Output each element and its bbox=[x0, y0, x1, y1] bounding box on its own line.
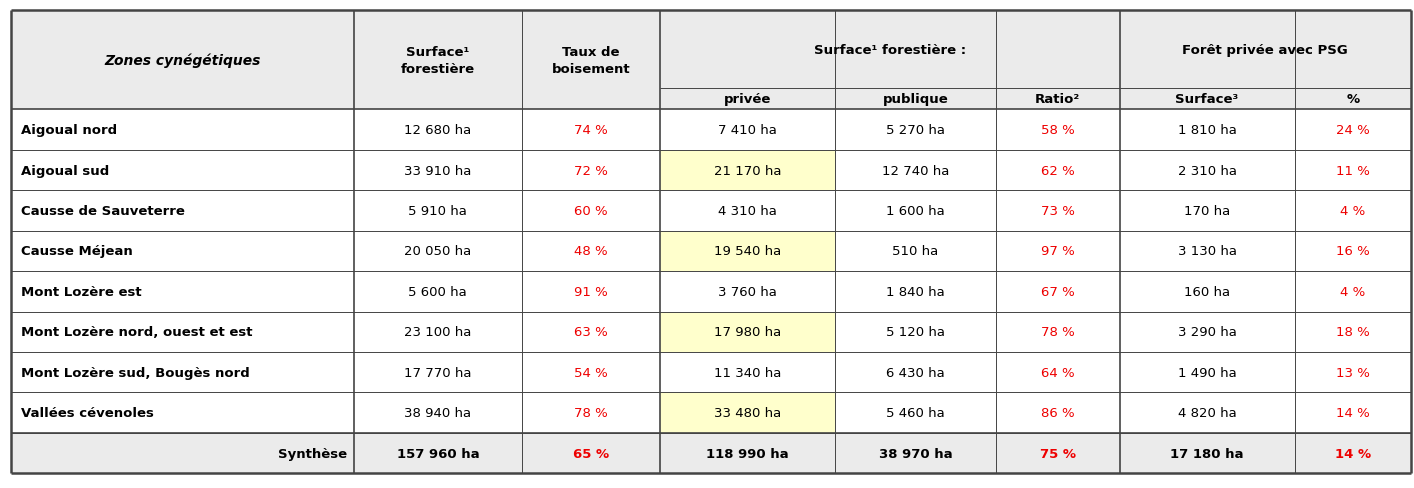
Text: 4 310 ha: 4 310 ha bbox=[718, 204, 778, 218]
Bar bbox=[11, 433, 1411, 473]
Text: 5 270 ha: 5 270 ha bbox=[887, 124, 945, 137]
Text: 5 600 ha: 5 600 ha bbox=[409, 285, 467, 298]
Text: 17 180 ha: 17 180 ha bbox=[1171, 447, 1244, 460]
Text: 160 ha: 160 ha bbox=[1184, 285, 1230, 298]
Text: 54 %: 54 % bbox=[574, 366, 608, 379]
Text: Causse Méjean: Causse Méjean bbox=[21, 245, 133, 258]
Bar bbox=[11, 11, 1411, 110]
Text: 170 ha: 170 ha bbox=[1184, 204, 1230, 218]
Text: 75 %: 75 % bbox=[1039, 447, 1076, 460]
Text: 78 %: 78 % bbox=[574, 407, 608, 419]
Text: 20 050 ha: 20 050 ha bbox=[404, 245, 471, 258]
Text: 86 %: 86 % bbox=[1041, 407, 1075, 419]
Text: Surface¹ forestière :: Surface¹ forestière : bbox=[814, 43, 966, 57]
Text: 67 %: 67 % bbox=[1041, 285, 1075, 298]
Text: Causse de Sauveterre: Causse de Sauveterre bbox=[21, 204, 185, 218]
Text: Taux de
boisement: Taux de boisement bbox=[551, 45, 631, 76]
Text: 58 %: 58 % bbox=[1041, 124, 1075, 137]
Text: 72 %: 72 % bbox=[574, 164, 608, 177]
Text: 1 490 ha: 1 490 ha bbox=[1178, 366, 1236, 379]
Text: Aigoual sud: Aigoual sud bbox=[21, 164, 109, 177]
Text: 3 290 ha: 3 290 ha bbox=[1178, 325, 1236, 339]
Text: 7 410 ha: 7 410 ha bbox=[718, 124, 778, 137]
Text: 5 910 ha: 5 910 ha bbox=[409, 204, 467, 218]
Text: 2 310 ha: 2 310 ha bbox=[1178, 164, 1236, 177]
Text: 1 810 ha: 1 810 ha bbox=[1178, 124, 1236, 137]
Text: 78 %: 78 % bbox=[1041, 325, 1075, 339]
Text: 97 %: 97 % bbox=[1041, 245, 1075, 258]
Text: 38 970 ha: 38 970 ha bbox=[878, 447, 952, 460]
Text: 12 680 ha: 12 680 ha bbox=[404, 124, 471, 137]
Text: 60 %: 60 % bbox=[574, 204, 608, 218]
Text: 11 340 ha: 11 340 ha bbox=[714, 366, 782, 379]
Text: 1 840 ha: 1 840 ha bbox=[887, 285, 945, 298]
Text: Vallées cévenoles: Vallées cévenoles bbox=[21, 407, 154, 419]
Text: 19 540 ha: 19 540 ha bbox=[714, 245, 782, 258]
Text: 5 120 ha: 5 120 ha bbox=[887, 325, 945, 339]
Text: 12 740 ha: 12 740 ha bbox=[882, 164, 949, 177]
Text: 6 430 ha: 6 430 ha bbox=[887, 366, 945, 379]
Text: 21 170 ha: 21 170 ha bbox=[714, 164, 782, 177]
Text: 11 %: 11 % bbox=[1336, 164, 1370, 177]
Text: 1 600 ha: 1 600 ha bbox=[887, 204, 945, 218]
Text: Mont Lozère nord, ouest et est: Mont Lozère nord, ouest et est bbox=[21, 325, 253, 339]
Text: 3 760 ha: 3 760 ha bbox=[718, 285, 778, 298]
Text: Surface³: Surface³ bbox=[1175, 93, 1239, 106]
Text: Mont Lozère est: Mont Lozère est bbox=[21, 285, 141, 298]
Text: 14 %: 14 % bbox=[1336, 407, 1370, 419]
Bar bbox=[660, 393, 836, 433]
Text: privée: privée bbox=[724, 93, 772, 106]
Text: Ratio²: Ratio² bbox=[1035, 93, 1080, 106]
Text: Forêt privée avec PSG: Forêt privée avec PSG bbox=[1182, 43, 1348, 57]
Text: 62 %: 62 % bbox=[1041, 164, 1075, 177]
Text: Mont Lozère sud, Bougès nord: Mont Lozère sud, Bougès nord bbox=[21, 366, 250, 379]
Text: Zones cynégétiques: Zones cynégétiques bbox=[105, 53, 260, 68]
Text: 48 %: 48 % bbox=[574, 245, 608, 258]
Text: 4 %: 4 % bbox=[1340, 204, 1366, 218]
Text: 33 480 ha: 33 480 ha bbox=[714, 407, 782, 419]
Text: 16 %: 16 % bbox=[1336, 245, 1370, 258]
Text: publique: publique bbox=[882, 93, 949, 106]
Text: 65 %: 65 % bbox=[573, 447, 609, 460]
Text: 18 %: 18 % bbox=[1336, 325, 1370, 339]
Bar bbox=[660, 151, 836, 191]
Text: 17 770 ha: 17 770 ha bbox=[404, 366, 472, 379]
Text: 38 940 ha: 38 940 ha bbox=[404, 407, 471, 419]
Text: 13 %: 13 % bbox=[1336, 366, 1370, 379]
Text: 4 820 ha: 4 820 ha bbox=[1178, 407, 1236, 419]
Text: 74 %: 74 % bbox=[574, 124, 608, 137]
Text: %: % bbox=[1346, 93, 1359, 106]
Text: 24 %: 24 % bbox=[1336, 124, 1370, 137]
Text: Synthèse: Synthèse bbox=[277, 447, 346, 460]
Text: 14 %: 14 % bbox=[1335, 447, 1372, 460]
Text: Aigoual nord: Aigoual nord bbox=[21, 124, 117, 137]
Bar bbox=[660, 312, 836, 352]
Text: 64 %: 64 % bbox=[1041, 366, 1075, 379]
Text: 118 990 ha: 118 990 ha bbox=[707, 447, 789, 460]
Text: 5 460 ha: 5 460 ha bbox=[887, 407, 945, 419]
Text: 4 %: 4 % bbox=[1340, 285, 1366, 298]
Text: 17 980 ha: 17 980 ha bbox=[714, 325, 782, 339]
Text: 3 130 ha: 3 130 ha bbox=[1178, 245, 1236, 258]
Text: 23 100 ha: 23 100 ha bbox=[404, 325, 471, 339]
Bar bbox=[660, 231, 836, 272]
Text: 510 ha: 510 ha bbox=[892, 245, 939, 258]
Text: 63 %: 63 % bbox=[574, 325, 608, 339]
Text: 157 960 ha: 157 960 ha bbox=[396, 447, 479, 460]
Text: 33 910 ha: 33 910 ha bbox=[404, 164, 471, 177]
Text: 73 %: 73 % bbox=[1041, 204, 1075, 218]
Text: 91 %: 91 % bbox=[574, 285, 608, 298]
Text: Surface¹
forestière: Surface¹ forestière bbox=[400, 45, 475, 76]
